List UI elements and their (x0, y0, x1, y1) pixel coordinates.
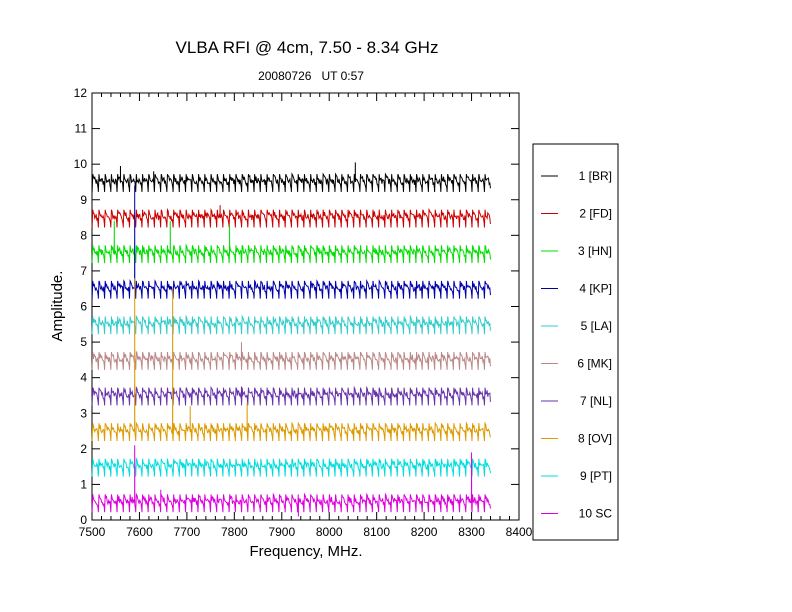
y-tick-label: 10 (74, 157, 88, 171)
x-tick-label: 8400 (506, 525, 533, 539)
legend-label: 1 [BR] (579, 169, 612, 183)
y-tick-label: 0 (80, 513, 87, 527)
y-tick-label: 3 (80, 406, 87, 420)
x-tick-label: 7900 (268, 525, 295, 539)
legend-label: 10 SC (579, 507, 613, 521)
legend-label: 5 [LA] (581, 319, 612, 333)
chart-subtitle: 20080726 UT 0:57 (258, 69, 364, 83)
x-tick-label: 7800 (221, 525, 248, 539)
axis-ticks: 7500 7600 7700 7800 7900 8000 8100 8200 8300 8400… (74, 86, 533, 539)
chart-title: VLBA RFI @ 4cm, 7.50 - 8.34 GHz (176, 38, 439, 57)
legend-label: 7 [NL] (580, 394, 612, 408)
y-tick-label: 4 (80, 371, 87, 385)
legend-label: 3 [HN] (578, 244, 612, 258)
series-layer (91, 162, 491, 517)
series-line-4 (91, 185, 491, 299)
series-line-7 (91, 385, 491, 406)
y-axis-label: Amplitude. (49, 271, 66, 342)
y-tick-label: 5 (80, 335, 87, 349)
legend-label: 4 [KP] (579, 282, 612, 296)
series-line-2 (91, 205, 491, 228)
y-tick-label: 11 (75, 122, 88, 136)
legend-label: 8 [OV] (578, 432, 612, 446)
x-tick-label: 8100 (363, 525, 390, 539)
x-tick-label: 8300 (458, 525, 485, 539)
legend: 1 [BR] 2 [FD] 3 [HN] 4 [KP] 5 [LA] 6 [MK] 7 [N… (541, 169, 612, 521)
series-line-3 (91, 221, 491, 264)
series-line-6 (91, 342, 491, 370)
x-tick-label: 8000 (316, 525, 343, 539)
legend-label: 6 [MK] (577, 357, 612, 371)
y-tick-label: 12 (74, 86, 88, 100)
x-tick-label: 7600 (126, 525, 153, 539)
y-tick-label: 8 (80, 228, 87, 242)
legend-label: 9 [PT] (580, 469, 612, 483)
x-tick-label: 8200 (411, 525, 438, 539)
y-tick-label: 2 (80, 442, 87, 456)
series-line-8 (91, 278, 491, 442)
x-axis-label: Frequency, MHz. (249, 543, 362, 560)
y-tick-label: 7 (80, 264, 87, 278)
series-line-5 (91, 314, 491, 335)
legend-box (532, 143, 619, 541)
y-tick-label: 9 (80, 193, 87, 207)
x-tick-label: 7700 (174, 525, 201, 539)
legend-label: 2 [FD] (579, 207, 612, 221)
series-line-1 (91, 162, 491, 192)
y-tick-label: 1 (80, 477, 87, 491)
series-line-9 (91, 457, 491, 477)
series-line-10 (91, 445, 491, 517)
x-tick-label: 7500 (79, 525, 106, 539)
y-tick-label: 6 (80, 300, 87, 314)
